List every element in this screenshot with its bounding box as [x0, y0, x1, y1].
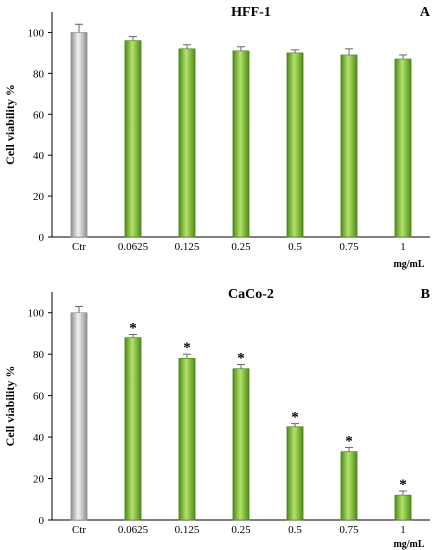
bar-0.0625 — [124, 337, 142, 521]
x-unit-label: mg/mL — [393, 539, 424, 550]
y-tick-label: 40 — [33, 432, 45, 444]
y-tick-label: 20 — [33, 474, 45, 486]
y-axis-label: Cell viability % — [3, 366, 17, 447]
y-tick-label: 0 — [39, 232, 45, 244]
y-tick-label: 100 — [28, 27, 45, 39]
y-tick-label: 60 — [33, 391, 45, 403]
x-tick-label: 0.75 — [339, 241, 359, 253]
x-tick-label: 0.5 — [288, 524, 302, 536]
x-tick-label: Ctr — [72, 241, 86, 253]
x-tick-label: 0.25 — [231, 241, 251, 253]
y-tick-label: 80 — [33, 349, 45, 361]
significance-marker: * — [237, 351, 245, 367]
x-unit-label: mg/mL — [393, 259, 424, 270]
x-tick-label: 0.25 — [231, 524, 251, 536]
bar-0.75 — [340, 54, 358, 238]
chart-panel-b: 0 20 40 60 80 100 Ctr * 0.0625 * 0.125 * 0.25 * 0.5 * 0.… — [3, 287, 430, 550]
x-tick-label: 0.0625 — [118, 524, 149, 536]
significance-marker: * — [345, 433, 353, 449]
significance-marker: * — [183, 340, 191, 356]
significance-marker: * — [291, 410, 299, 426]
bar-Ctr — [70, 312, 88, 521]
y-axis-label: Cell viability % — [3, 84, 17, 165]
panel-letter: B — [421, 287, 430, 302]
significance-marker: * — [129, 320, 137, 336]
x-tick-label: Ctr — [72, 524, 86, 536]
panel-letter: A — [420, 5, 431, 20]
bar-0.125 — [178, 48, 196, 238]
chart-title: CaCo-2 — [228, 287, 274, 302]
bar-0.0625 — [124, 40, 142, 238]
x-tick-label: 0.0625 — [118, 241, 149, 253]
x-tick-label: 1 — [400, 524, 406, 536]
y-tick-label: 0 — [39, 515, 45, 527]
chart-title: HFF-1 — [231, 5, 271, 20]
x-tick-label: 1 — [400, 241, 406, 253]
bar-1 — [394, 58, 412, 238]
bar-0.25 — [232, 50, 250, 238]
bar-0.25 — [232, 368, 250, 521]
significance-marker: * — [399, 477, 407, 493]
y-tick-label: 80 — [33, 68, 45, 80]
y-tick-label: 60 — [33, 109, 45, 121]
bar-0.75 — [340, 451, 358, 521]
x-tick-label: 0.125 — [175, 524, 200, 536]
x-tick-label: 0.75 — [339, 524, 359, 536]
bar-0.5 — [286, 426, 304, 521]
bar-0.125 — [178, 358, 196, 521]
y-tick-label: 100 — [28, 308, 45, 320]
chart-panel-a: 0 20 40 60 80 100 Ctr 0.0625 0.125 0.25 0.5 0.75 1 mg… — [3, 5, 431, 270]
y-tick-label: 40 — [33, 150, 45, 162]
x-tick-label: 0.125 — [175, 241, 200, 253]
y-tick-label: 20 — [33, 191, 45, 203]
bar-1 — [394, 494, 412, 521]
bar-0.5 — [286, 52, 304, 238]
x-tick-label: 0.5 — [288, 241, 302, 253]
bar-Ctr — [70, 32, 88, 238]
